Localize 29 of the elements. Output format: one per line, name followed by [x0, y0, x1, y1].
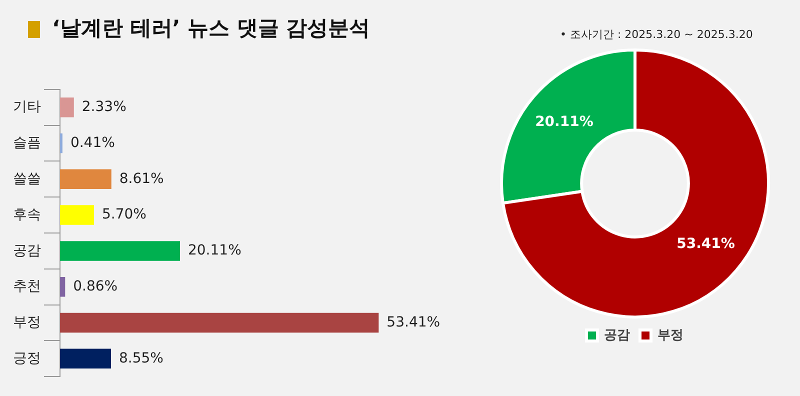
- data-label: 8.55%: [119, 350, 164, 366]
- data-label: 0.41%: [70, 134, 115, 151]
- y-tick-label: 슬픔: [13, 134, 41, 150]
- y-tick-label: 추천: [13, 278, 41, 294]
- bar: [60, 169, 112, 190]
- bar: [60, 276, 66, 297]
- legend-label: 부정: [658, 327, 684, 342]
- data-label: 53.41%: [386, 314, 440, 330]
- legend-label: 공감: [604, 327, 630, 342]
- y-tick-label: 기타: [13, 98, 41, 114]
- bar: [60, 348, 112, 369]
- data-label: 20.11%: [535, 114, 594, 130]
- text: • 조사기간 : 2025.3.20 ~ 2025.3.20: [560, 27, 753, 42]
- bar: [60, 205, 94, 225]
- chart-title: ‘날계란 테러’ 뉴스 댓글 감성분석: [52, 15, 370, 42]
- y-tick-label: 쓸쓸: [13, 170, 41, 186]
- data-label: 20.11%: [188, 242, 242, 259]
- data-label: 0.86%: [73, 278, 118, 294]
- y-tick-label: 후속: [13, 206, 41, 222]
- y-tick-label: 부정: [13, 314, 41, 330]
- bar: [60, 241, 180, 261]
- y-tick-label: 공감: [13, 242, 41, 258]
- data-label: 53.41%: [676, 236, 735, 252]
- data-label: 8.61%: [119, 170, 164, 187]
- bar: [60, 97, 74, 118]
- y-tick-label: 긍정: [13, 350, 41, 366]
- data-label: 2.33%: [82, 98, 126, 115]
- bar: [60, 312, 379, 333]
- data-label: 5.70%: [102, 206, 146, 223]
